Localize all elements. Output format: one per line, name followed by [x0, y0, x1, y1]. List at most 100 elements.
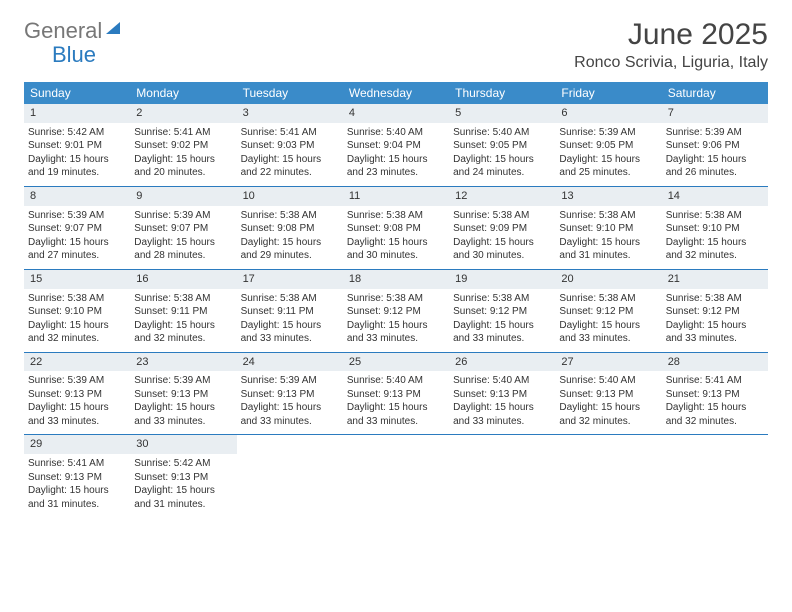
day-cell: 3Sunrise: 5:41 AMSunset: 9:03 PMDaylight… [237, 104, 343, 186]
daylight-text-line1: Daylight: 15 hours [666, 319, 764, 333]
sunrise-text: Sunrise: 5:38 AM [666, 292, 764, 306]
sunrise-text: Sunrise: 5:38 AM [241, 292, 339, 306]
sunrise-text: Sunrise: 5:39 AM [559, 126, 657, 140]
weekday-header-cell: Thursday [449, 82, 555, 104]
daylight-text-line2: and 32 minutes. [666, 249, 764, 263]
daylight-text-line1: Daylight: 15 hours [28, 401, 126, 415]
week-row: 8Sunrise: 5:39 AMSunset: 9:07 PMDaylight… [24, 187, 768, 270]
daylight-text-line2: and 23 minutes. [347, 166, 445, 180]
weekday-header-cell: Saturday [662, 82, 768, 104]
day-cell: 13 Sunrise: 5:38 AMSunset: 9:10 PMDayligh… [555, 187, 661, 269]
sunset-text: Sunset: 9:10 PM [28, 305, 126, 319]
day-number: 21 [662, 270, 768, 289]
sunrise-text: Sunrise: 5:38 AM [134, 292, 232, 306]
sunrise-text: Sunrise: 5:39 AM [28, 209, 126, 223]
weekday-header-cell: Friday [555, 82, 661, 104]
day-cell: 27Sunrise: 5:40 AMSunset: 9:13 PMDayligh… [555, 353, 661, 435]
day-number: 20 [555, 270, 661, 289]
daylight-text-line1: Daylight: 15 hours [241, 153, 339, 167]
day-cell: 22Sunrise: 5:39 AMSunset: 9:13 PMDayligh… [24, 353, 130, 435]
sunset-text: Sunset: 9:03 PM [241, 139, 339, 153]
day-cell: 5Sunrise: 5:40 AMSunset: 9:05 PMDaylight… [449, 104, 555, 186]
daylight-text-line2: and 33 minutes. [347, 415, 445, 429]
empty-day-cell [449, 435, 555, 517]
sunrise-text: Sunrise: 5:39 AM [134, 374, 232, 388]
day-cell: 28Sunrise: 5:41 AMSunset: 9:13 PMDayligh… [662, 353, 768, 435]
day-number: 17 [237, 270, 343, 289]
day-cell: 8Sunrise: 5:39 AMSunset: 9:07 PMDaylight… [24, 187, 130, 269]
sunset-text: Sunset: 9:13 PM [134, 471, 232, 485]
daylight-text-line2: and 31 minutes. [28, 498, 126, 512]
weekday-header-cell: Monday [130, 82, 236, 104]
sunrise-text: Sunrise: 5:41 AM [666, 374, 764, 388]
day-number: 4 [343, 104, 449, 123]
day-cell: 30Sunrise: 5:42 AMSunset: 9:13 PMDayligh… [130, 435, 236, 517]
day-number: 25 [343, 353, 449, 372]
day-number: 30 [130, 435, 236, 454]
sunset-text: Sunset: 9:07 PM [28, 222, 126, 236]
title-block: June 2025 Ronco Scrivia, Liguria, Italy [574, 18, 768, 72]
day-number: 19 [449, 270, 555, 289]
sunrise-text: Sunrise: 5:40 AM [347, 126, 445, 140]
day-cell: 10Sunrise: 5:38 AMSunset: 9:08 PMDayligh… [237, 187, 343, 269]
sunrise-text: Sunrise: 5:42 AM [28, 126, 126, 140]
day-number: 10 [237, 187, 343, 206]
daylight-text-line1: Daylight: 15 hours [559, 236, 657, 250]
sunset-text: Sunset: 9:10 PM [559, 222, 657, 236]
sunset-text: Sunset: 9:08 PM [347, 222, 445, 236]
sunrise-text: Sunrise: 5:40 AM [453, 126, 551, 140]
day-number: 5 [449, 104, 555, 123]
weekday-header-row: SundayMondayTuesdayWednesdayThursdayFrid… [24, 82, 768, 104]
week-row: 1Sunrise: 5:42 AMSunset: 9:01 PMDaylight… [24, 104, 768, 187]
sunrise-text: Sunrise: 5:40 AM [347, 374, 445, 388]
daylight-text-line2: and 24 minutes. [453, 166, 551, 180]
day-number: 1 [24, 104, 130, 123]
daylight-text-line2: and 19 minutes. [28, 166, 126, 180]
empty-day-cell [662, 435, 768, 517]
sunrise-text: Sunrise: 5:41 AM [134, 126, 232, 140]
week-row: 15 Sunrise: 5:38 AM Sunset: 9:10 PM Dayligh… [24, 270, 768, 353]
sunset-text: Sunset: 9:12 PM [666, 305, 764, 319]
sunset-text: Sunset: 9:01 PM [28, 139, 126, 153]
sunrise-text: Sunrise: 5:38 AM [241, 209, 339, 223]
day-cell: 7Sunrise: 5:39 AMSunset: 9:06 PMDaylight… [662, 104, 768, 186]
sunset-text: Sunset: 9:11 PM [241, 305, 339, 319]
day-number: 13 [555, 187, 661, 206]
daylight-text-line2: and 25 minutes. [559, 166, 657, 180]
daylight-text-line1: Daylight: 15 hours [241, 401, 339, 415]
day-number: 28 [662, 353, 768, 372]
week-row: 29Sunrise: 5:41 AMSunset: 9:13 PMDayligh… [24, 435, 768, 517]
day-number: 22 [24, 353, 130, 372]
daylight-text-line1: Daylight: 15 hours [453, 236, 551, 250]
day-cell: 29Sunrise: 5:41 AMSunset: 9:13 PMDayligh… [24, 435, 130, 517]
daylight-text-line2: and 28 minutes. [134, 249, 232, 263]
daylight-text-line1: Daylight: 15 hours [347, 236, 445, 250]
weeks-container: 1Sunrise: 5:42 AMSunset: 9:01 PMDaylight… [24, 104, 768, 517]
sunrise-text: Sunrise: 5:38 AM [559, 209, 657, 223]
daylight-text-line2: and 33 minutes. [559, 332, 657, 346]
day-number: 15 [24, 270, 130, 289]
sunset-text: Sunset: 9:12 PM [559, 305, 657, 319]
sunset-text: Sunset: 9:13 PM [453, 388, 551, 402]
day-number: 7 [662, 104, 768, 123]
empty-day-cell [343, 435, 449, 517]
sunset-text: Sunset: 9:13 PM [28, 471, 126, 485]
daylight-text-line2: and 26 minutes. [666, 166, 764, 180]
day-cell: 9Sunrise: 5:39 AMSunset: 9:07 PMDaylight… [130, 187, 236, 269]
daylight-text-line1: Daylight: 15 hours [28, 153, 126, 167]
brand-part1: General [24, 18, 102, 44]
daylight-text-line1: Daylight: 15 hours [134, 401, 232, 415]
sunset-text: Sunset: 9:13 PM [559, 388, 657, 402]
sunset-text: Sunset: 9:12 PM [453, 305, 551, 319]
brand-part2: Blue [52, 42, 96, 68]
day-number: 29 [24, 435, 130, 454]
daylight-text-line2: and 22 minutes. [241, 166, 339, 180]
month-title: June 2025 [574, 18, 768, 52]
sunset-text: Sunset: 9:05 PM [559, 139, 657, 153]
daylight-text-line1: Daylight: 15 hours [134, 319, 232, 333]
location-label: Ronco Scrivia, Liguria, Italy [574, 54, 768, 72]
daylight-text-line1: Daylight: 15 hours [559, 153, 657, 167]
sunset-text: Sunset: 9:09 PM [453, 222, 551, 236]
weekday-header-cell: Sunday [24, 82, 130, 104]
sunrise-text: Sunrise: 5:39 AM [28, 374, 126, 388]
